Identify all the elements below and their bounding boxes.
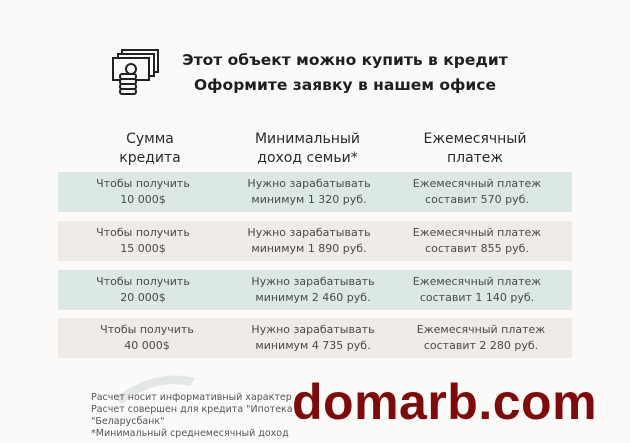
table-row: Чтобы получить 10 000$ Нужно зарабатывать… — [58, 172, 572, 212]
watermark: domarb.com — [292, 374, 598, 430]
footnote: *Минимальный среднемесячный доход — [91, 428, 289, 439]
cell-label: Чтобы получить — [96, 275, 190, 288]
income-cell: Нужно зарабатывать минимум 1 320 руб. — [224, 176, 394, 208]
table-row: Чтобы получить 15 000$ Нужно зарабатывать… — [58, 221, 572, 261]
cell-label: Нужно зарабатывать — [251, 323, 375, 336]
income-cell: Нужно зарабатывать минимум 4 735 руб. — [228, 322, 398, 354]
payment-cell: Ежемесячный платеж составит 570 руб. — [392, 176, 562, 208]
amount-cell: Чтобы получить 10 000$ — [58, 176, 228, 208]
cell-label: Ежемесячный платеж — [412, 226, 542, 239]
cell-value: 20 000$ — [120, 291, 166, 304]
cell-label: Ежемесячный платеж — [412, 177, 542, 190]
cell-value: минимум 4 735 руб. — [255, 339, 371, 352]
cell-value: минимум 1 890 руб. — [251, 242, 367, 255]
column-header-line: Ежемесячный — [423, 131, 527, 147]
column-header-line: Минимальный — [254, 131, 361, 147]
cell-value: 15 000$ — [120, 242, 166, 255]
column-header-line: кредита — [119, 150, 181, 166]
column-header-payment: Ежемесячный платеж — [400, 130, 550, 168]
footnotes: Расчет носит информативный характер Расч… — [91, 392, 293, 440]
cell-label: Ежемесячный платеж — [416, 323, 546, 336]
income-cell: Нужно зарабатывать минимум 1 890 руб. — [224, 225, 394, 257]
payment-cell: Ежемесячный платеж составит 2 280 руб. — [396, 322, 566, 354]
column-header-line: доход семьи* — [257, 150, 358, 166]
cell-value: составит 1 140 руб. — [419, 291, 535, 304]
cell-label: Нужно зарабатывать — [251, 275, 375, 288]
cell-label: Чтобы получить — [96, 177, 190, 190]
footnote: Расчет совершен для кредита "Ипотека — [91, 404, 293, 415]
headline-line2: Оформите заявку в нашем офисе — [194, 76, 496, 94]
cell-label: Чтобы получить — [100, 323, 194, 336]
cell-value: минимум 1 320 руб. — [251, 193, 367, 206]
payment-cell: Ежемесячный платеж составит 1 140 руб. — [392, 274, 562, 306]
cell-value: 10 000$ — [120, 193, 166, 206]
footnote: Расчет носит информативный характер — [91, 392, 292, 403]
column-header-line: платеж — [446, 150, 504, 166]
cell-value: минимум 2 460 руб. — [255, 291, 371, 304]
amount-cell: Чтобы получить 20 000$ — [58, 274, 228, 306]
cell-label: Чтобы получить — [96, 226, 190, 239]
cell-label: Нужно зарабатывать — [247, 226, 371, 239]
income-cell: Нужно зарабатывать минимум 2 460 руб. — [228, 274, 398, 306]
column-header-amount: Сумма кредита — [95, 130, 205, 168]
amount-cell: Чтобы получить 40 000$ — [62, 322, 232, 354]
table-row: Чтобы получить 40 000$ Нужно зарабатывать… — [58, 318, 572, 358]
cell-label: Ежемесячный платеж — [412, 275, 542, 288]
headline-line1: Этот объект можно купить в кредит — [182, 51, 508, 69]
cell-value: 40 000$ — [124, 339, 170, 352]
cell-label: Нужно зарабатывать — [247, 177, 371, 190]
column-header-income: Минимальный доход семьи* — [235, 130, 380, 168]
footnote: "Беларусбанк" — [91, 416, 165, 427]
payment-cell: Ежемесячный платеж составит 855 руб. — [392, 225, 562, 257]
cell-value: составит 570 руб. — [425, 193, 529, 206]
cell-value: составит 855 руб. — [425, 242, 529, 255]
money-coins-icon — [112, 49, 159, 95]
table-row: Чтобы получить 20 000$ Нужно зарабатывать… — [58, 270, 572, 310]
cell-value: составит 2 280 руб. — [423, 339, 539, 352]
column-header-line: Сумма — [126, 131, 174, 147]
faded-logo-graphic — [115, 375, 195, 404]
amount-cell: Чтобы получить 15 000$ — [58, 225, 228, 257]
credit-headline: Этот объект можно купить в кредит Оформи… — [170, 48, 520, 98]
